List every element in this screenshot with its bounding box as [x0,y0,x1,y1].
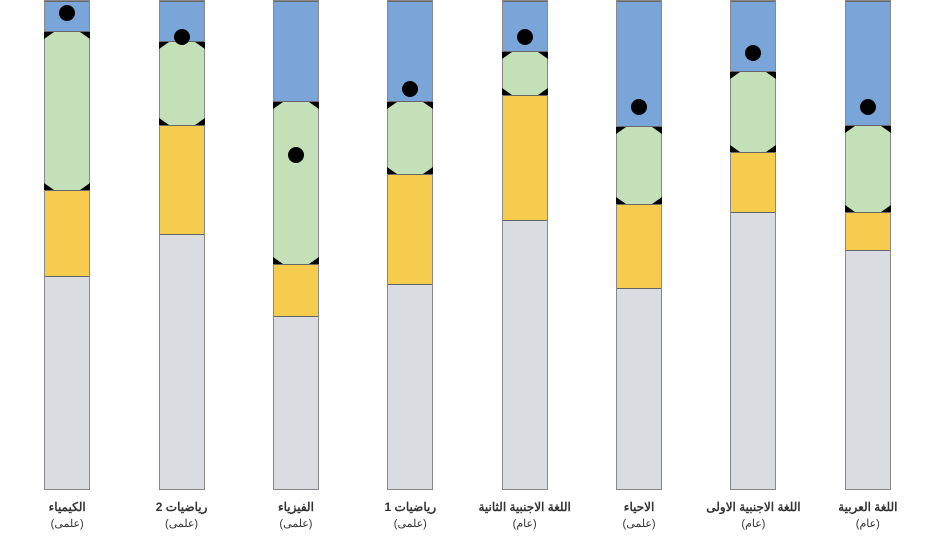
label-sub-physics: (علمى) [278,516,314,533]
label-main-foreign2: اللغة الاجنبية الثانية [478,498,570,516]
label-sub-biology: (علمى) [623,516,656,533]
label-main-physics: الفيزياء [278,498,314,516]
median-dot-arabic [860,99,876,115]
bar-math2 [159,0,205,490]
label-sub-math2: (علمى) [156,516,208,533]
bar-group-biology: الاحياء(علمى) [584,0,694,533]
labels-math1: رياضيات 1(علمى) [385,498,437,533]
bar-math1 [387,0,433,490]
labels-math2: رياضيات 2(علمى) [156,498,208,533]
median-dot-physics [288,147,304,163]
label-main-math1: رياضيات 1 [385,498,437,516]
segment-foreign2-1 [503,95,547,220]
label-main-foreign1: اللغة الاجنبية الاولى [706,498,800,516]
segment-foreign2-0 [503,220,547,489]
labels-arabic: اللغة العربية(عام) [838,498,897,533]
median-dot-foreign1 [745,45,761,61]
segment-foreign1-2 [731,71,775,153]
segment-foreign2-2 [503,51,547,95]
labels-foreign1: اللغة الاجنبية الاولى(عام) [706,498,800,533]
labels-physics: الفيزياء(علمى) [278,498,314,533]
segment-foreign1-1 [731,152,775,212]
label-main-biology: الاحياء [623,498,656,516]
label-sub-math1: (علمى) [385,516,437,533]
segment-arabic-1 [846,212,890,250]
bar-foreign2 [502,0,548,490]
label-main-chemistry: الكيمياء [49,498,86,516]
segment-physics-1 [274,264,318,316]
segment-math1-2 [388,101,432,175]
segment-math1-0 [388,284,432,489]
bar-group-foreign1: اللغة الاجنبية الاولى(عام) [698,0,808,533]
label-sub-arabic: (عام) [838,516,897,533]
segment-arabic-2 [846,125,890,213]
bar-group-chemistry: الكيمياء(علمى) [12,0,122,533]
segment-biology-0 [617,288,661,489]
label-sub-foreign1: (عام) [706,516,800,533]
segment-biology-2 [617,126,661,204]
median-dot-chemistry [59,5,75,21]
segment-chemistry-2 [45,31,89,190]
segment-math2-0 [160,234,204,489]
labels-foreign2: اللغة الاجنبية الثانية(عام) [478,498,570,533]
segment-math2-1 [160,125,204,235]
label-sub-foreign2: (عام) [478,516,570,533]
segment-foreign1-0 [731,212,775,489]
bar-group-math1: رياضيات 1(علمى) [355,0,465,533]
median-dot-math2 [174,29,190,45]
segment-math1-1 [388,174,432,284]
median-dot-biology [631,99,647,115]
subject-performance-chart: اللغة العربية(عام)اللغة الاجنبية الاولى(… [0,0,935,549]
bar-arabic [845,0,891,490]
median-dot-foreign2 [517,29,533,45]
segment-chemistry-1 [45,190,89,276]
bar-group-math2: رياضيات 2(علمى) [127,0,237,533]
segment-math2-2 [160,41,204,125]
bar-group-foreign2: اللغة الاجنبية الثانية(عام) [470,0,580,533]
bar-chemistry [44,0,90,490]
bar-physics [273,0,319,490]
bar-foreign1 [730,0,776,490]
bar-group-physics: الفيزياء(علمى) [241,0,351,533]
segment-physics-3 [274,1,318,101]
label-main-arabic: اللغة العربية [838,498,897,516]
segment-arabic-0 [846,250,890,489]
median-dot-math1 [402,81,418,97]
segment-biology-1 [617,204,661,288]
segment-chemistry-0 [45,276,89,489]
segment-physics-2 [274,101,318,264]
bar-biology [616,0,662,490]
bar-group-arabic: اللغة العربية(عام) [813,0,923,533]
labels-chemistry: الكيمياء(علمى) [49,498,86,533]
labels-biology: الاحياء(علمى) [623,498,656,533]
label-main-math2: رياضيات 2 [156,498,208,516]
segment-physics-0 [274,316,318,489]
label-sub-chemistry: (علمى) [49,516,86,533]
